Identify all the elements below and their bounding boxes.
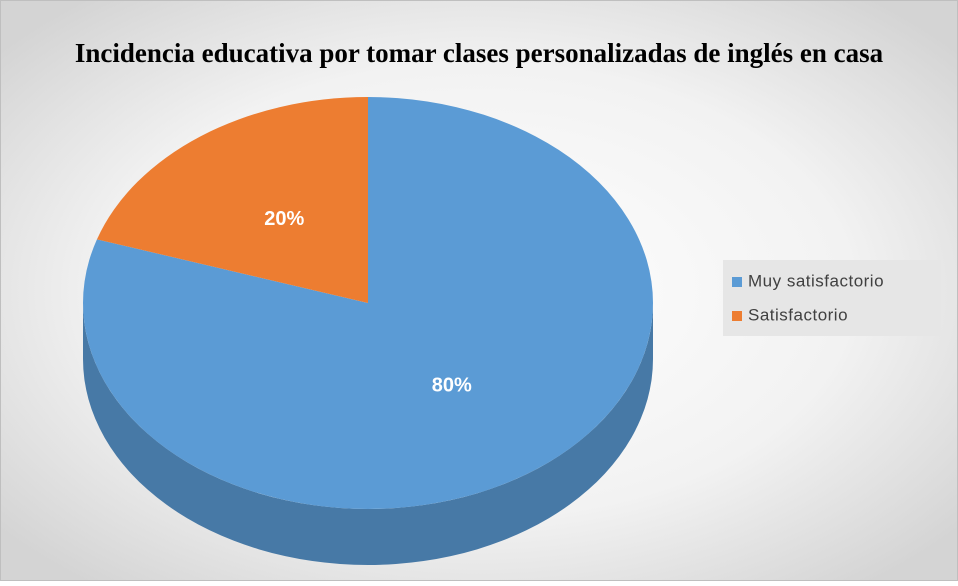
chart-title: Incidencia educativa por tomar clases pe…	[75, 38, 884, 68]
slice	[83, 97, 653, 509]
legend-box	[723, 260, 941, 336]
slice-side	[83, 303, 653, 565]
legend-swatch	[732, 277, 742, 287]
slice	[96, 97, 369, 303]
value-label: 20%	[264, 208, 304, 230]
legend-label: Satisfactorio	[748, 305, 848, 324]
legend-swatch	[732, 311, 742, 321]
legend-label: Muy satisfactorio	[748, 271, 884, 290]
value-label: 80%	[432, 375, 472, 397]
